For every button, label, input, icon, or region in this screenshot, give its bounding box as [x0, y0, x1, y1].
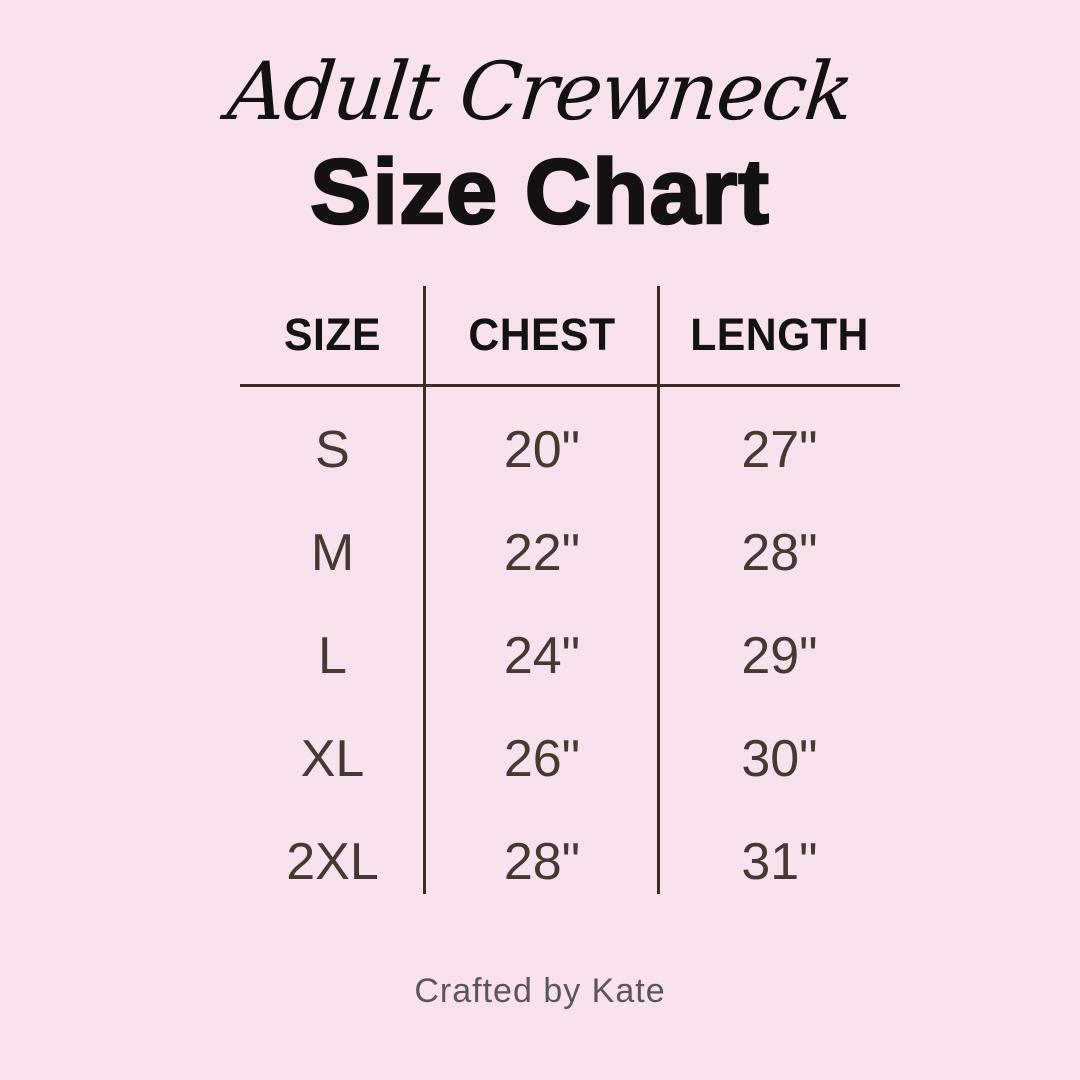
column-header-length: LENGTH — [690, 309, 869, 360]
table-body: S 20" 27" M 22" 28" L 24" 29" XL 26" 30" 2XL 28" 31" — [240, 398, 900, 913]
table-cell-3-0: XL — [300, 729, 365, 788]
size-table: SIZE CHEST LENGTH S 20" 27" M 22" 28" L 24" 29" X… — [240, 286, 900, 894]
table-cell-0-0: S — [315, 420, 350, 479]
column-header-chest: CHEST — [468, 309, 616, 360]
footer-credit: Crafted by Kate — [414, 972, 666, 1010]
column-divider-right — [657, 286, 660, 894]
table-cell-1-2: 28" — [741, 523, 818, 582]
table-cell-0-2: 27" — [741, 420, 818, 479]
table-cell-2-0: L — [318, 626, 347, 685]
header-divider — [240, 384, 900, 387]
table-cell-1-0: M — [310, 523, 355, 582]
table-cell-4-2: 31" — [741, 832, 818, 891]
page-title: Size Chart — [309, 141, 770, 243]
table-cell-2-2: 29" — [741, 626, 818, 685]
table-cell-4-0: 2XL — [286, 832, 379, 891]
table-cell-4-1: 28" — [503, 832, 581, 891]
table-cell-1-1: 22" — [503, 523, 581, 582]
table-cell-2-1: 24" — [503, 626, 581, 685]
column-header-size: SIZE — [284, 309, 381, 360]
subtitle-script: Adult Crewneck — [223, 45, 857, 138]
table-header-row: SIZE CHEST LENGTH — [240, 286, 900, 384]
table-cell-3-2: 30" — [741, 729, 818, 788]
table-cell-3-1: 26" — [503, 729, 581, 788]
table-cell-0-1: 20" — [503, 420, 581, 479]
column-divider-left — [423, 286, 426, 894]
